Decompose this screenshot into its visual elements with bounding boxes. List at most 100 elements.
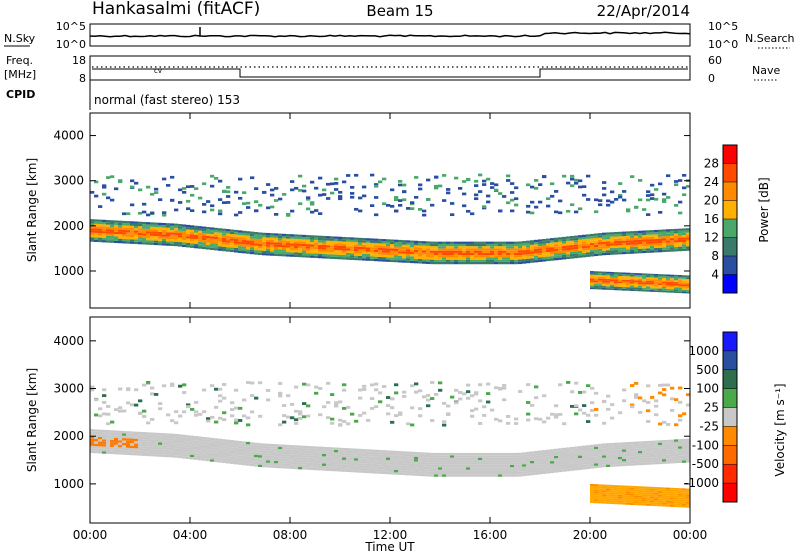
power-cell [94, 180, 99, 184]
velocity-cell [526, 451, 531, 455]
velocity-cell [406, 458, 411, 462]
velocity-cell [398, 472, 403, 475]
power-cell [334, 254, 339, 257]
power-cell [422, 250, 427, 253]
power-cell [570, 177, 575, 181]
velocity-cell [466, 452, 471, 456]
velocity-cell [590, 386, 595, 390]
power-cell [338, 250, 343, 253]
velocity-cell [178, 436, 183, 440]
velocity-cell [322, 456, 327, 459]
velocity-cell [454, 464, 459, 468]
velocity-cell [118, 442, 123, 446]
velocity-cell [342, 420, 347, 423]
velocity-cell [450, 474, 455, 477]
velocity-cell [646, 445, 651, 449]
power-cell [142, 235, 147, 238]
power-cell [318, 237, 323, 241]
power-cell [142, 226, 147, 229]
power-cell [306, 235, 311, 238]
velocity-cell [266, 448, 271, 451]
velocity-cell [250, 459, 255, 462]
power-cell [130, 241, 135, 244]
power-cell [226, 186, 231, 189]
power-cell [290, 250, 295, 253]
velocity-cell [474, 455, 479, 458]
x-tick-label: 04:00 [173, 528, 208, 542]
velocity-cell [414, 390, 419, 394]
power-cell [454, 255, 459, 258]
velocity-cell [618, 459, 623, 462]
power-cell [654, 245, 659, 248]
velocity-cell [602, 457, 607, 461]
power-cell [586, 198, 591, 201]
velocity-cell [178, 446, 183, 449]
colorbar-tick-label: 12 [704, 231, 719, 245]
velocity-cell [90, 448, 95, 451]
velocity-cell [378, 464, 383, 467]
velocity-cell [314, 446, 319, 449]
power-cell [626, 238, 631, 241]
velocity-cell [398, 455, 403, 459]
velocity-cell [630, 487, 635, 490]
power-cell [666, 236, 671, 239]
power-cell [506, 250, 511, 253]
velocity-cell [470, 457, 475, 461]
power-cell [250, 176, 255, 180]
power-cell [414, 249, 419, 253]
power-cell [426, 245, 431, 249]
velocity-cell [646, 400, 651, 404]
velocity-cell [242, 414, 247, 418]
velocity-cell [590, 409, 595, 412]
velocity-cell [550, 468, 555, 471]
power-cell [322, 247, 327, 250]
power-cell [422, 209, 427, 213]
velocity-cell [470, 414, 475, 418]
velocity-cell [118, 433, 123, 436]
power-cell [506, 252, 511, 256]
velocity-cell [634, 463, 639, 466]
power-cell [638, 273, 643, 276]
velocity-cell [182, 446, 187, 450]
power-cell [146, 222, 151, 225]
velocity-cell [686, 455, 691, 458]
power-cell [566, 249, 571, 253]
power-cell [158, 236, 163, 239]
velocity-cell [434, 464, 439, 468]
velocity-cell [666, 442, 671, 445]
velocity-cell [242, 448, 247, 451]
velocity-cell [478, 455, 483, 458]
power-cell [130, 223, 135, 226]
velocity-cell [674, 446, 679, 449]
power-cell [250, 231, 255, 234]
velocity-cell [358, 458, 363, 461]
power-cell [566, 252, 571, 255]
power-cell [606, 250, 611, 253]
velocity-cell [154, 437, 159, 440]
power-cell [546, 249, 551, 253]
power-cell [134, 235, 139, 238]
power-cell [594, 283, 599, 286]
power-cell [546, 254, 551, 257]
power-cell [562, 241, 567, 244]
velocity-cell [662, 487, 667, 490]
velocity-cell [470, 464, 475, 468]
power-cell [682, 291, 687, 294]
velocity-cell [106, 451, 111, 454]
velocity-cell [606, 462, 611, 465]
power-cell [542, 175, 547, 178]
velocity-cell [306, 462, 311, 466]
velocity-cell [234, 450, 239, 453]
power-cell [566, 240, 571, 244]
velocity-cell [650, 504, 655, 506]
velocity-cell [598, 465, 603, 468]
velocity-cell [238, 462, 243, 465]
power-cell [138, 211, 143, 215]
power-cell [138, 230, 143, 233]
velocity-cell [474, 462, 479, 465]
power-cell [606, 245, 611, 249]
power-cell [302, 237, 307, 240]
velocity-cell [134, 453, 139, 456]
velocity-cell [606, 494, 611, 497]
velocity-cell [234, 459, 239, 462]
